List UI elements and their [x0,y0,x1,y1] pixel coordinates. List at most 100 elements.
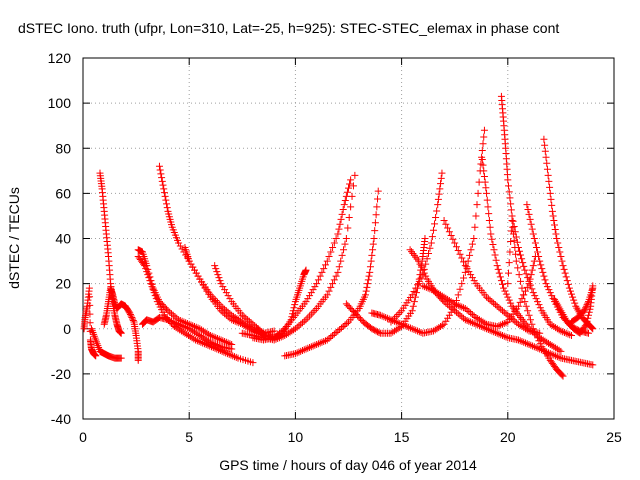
data-point [245,325,253,333]
data-point [480,172,488,180]
data-point [516,321,524,329]
data-point [546,350,554,358]
y-tick-label: -40 [51,411,71,427]
data-point [510,222,518,230]
data-point [534,298,542,306]
data-point [557,327,565,335]
data-point [451,307,459,315]
data-point [302,298,310,306]
data-point [532,331,540,339]
data-point [127,312,135,320]
data-point [219,337,227,345]
data-point [196,325,204,333]
data-point [523,340,531,348]
data-point [175,239,183,247]
data-point [518,255,526,263]
data-point [551,221,559,229]
data-point [313,280,321,288]
series-sat05 [134,246,236,349]
data-point [332,329,340,337]
data-point [539,268,547,276]
data-point [196,332,204,340]
data-point [201,328,209,336]
data-point [415,328,423,336]
data-point [161,192,169,200]
data-point [343,188,351,196]
data-point [291,350,299,358]
data-point [344,224,352,232]
series-sat15 [342,235,429,337]
data-point [342,235,350,242]
data-point [490,328,498,336]
data-point [583,317,591,325]
data-point [205,290,213,298]
data-point [466,251,474,259]
data-point [497,305,505,313]
data-point [309,308,317,316]
data-point [451,300,459,308]
data-point [394,310,402,318]
data-point [405,323,413,331]
data-point [197,338,205,346]
data-point [349,182,357,190]
data-point [546,289,554,297]
data-point [522,302,530,310]
y-tick-label: 120 [48,50,72,66]
data-point [323,291,331,299]
data-point [525,311,533,319]
data-point [337,215,345,223]
data-point [412,326,420,334]
data-point [505,182,513,190]
data-point [461,304,469,312]
data-point [541,141,549,149]
data-point [507,238,515,246]
data-point [452,308,460,316]
data-point [208,332,216,340]
data-point [532,344,540,352]
data-point [177,327,185,335]
data-point [535,253,543,261]
data-point [229,316,237,324]
data-point [217,336,225,344]
data-point [460,258,468,266]
data-point [513,319,521,327]
data-point [543,283,551,291]
data-point [287,316,295,324]
data-point [291,301,299,309]
data-point [231,317,239,325]
data-point [437,322,445,330]
data-point [226,314,234,322]
series-sat13 [253,266,310,342]
data-point [219,283,227,291]
data-point [306,292,314,300]
data-point [502,333,510,341]
data-point [392,326,400,334]
data-point [452,301,460,309]
data-point [316,339,324,347]
data-point [168,310,175,318]
data-point [152,295,160,303]
data-point [171,313,179,321]
data-point [144,271,152,279]
data-point [224,313,232,321]
data-point [522,270,530,278]
data-point [394,325,402,333]
data-point [412,284,420,292]
data-point [327,248,335,256]
data-point [461,316,469,324]
data-point [490,299,498,307]
data-point [86,319,94,327]
data-point [560,265,568,273]
data-point [552,352,560,360]
data-point [128,313,136,321]
data-point [145,274,153,282]
data-point [504,280,512,288]
data-point [529,230,537,238]
data-point [566,331,574,339]
data-point [516,337,524,345]
data-point [159,181,167,189]
data-point [493,322,501,330]
data-point [470,312,478,320]
data-point [556,248,564,256]
data-point [307,343,315,351]
